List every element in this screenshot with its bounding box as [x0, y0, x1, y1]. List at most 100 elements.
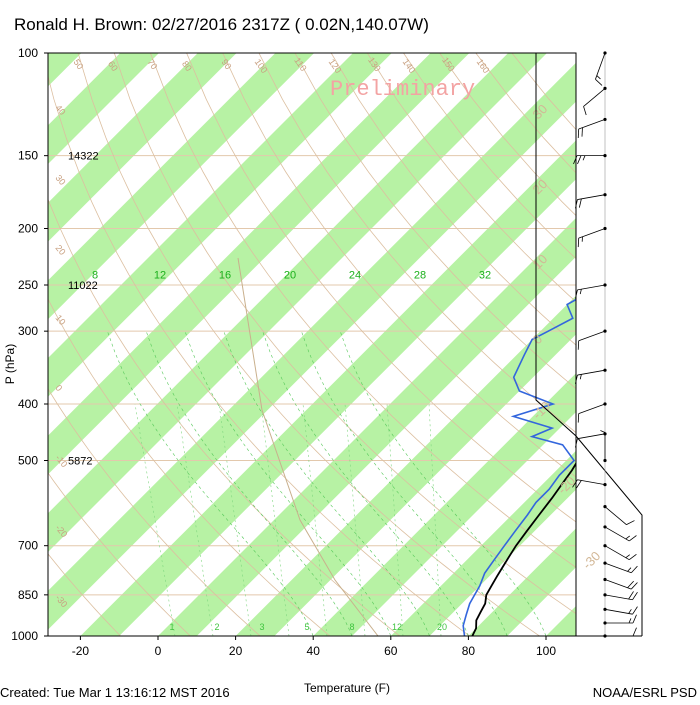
- wind-barb-shaft: [605, 580, 631, 590]
- mixing-ratio-label: 20: [284, 270, 296, 282]
- mixing-ratio-label: 12: [154, 270, 166, 282]
- wind-barb-feather: [626, 521, 634, 525]
- bottom-mixing-label: 5: [304, 622, 309, 632]
- wind-barb-feather: [583, 156, 585, 161]
- wind-barb: [603, 578, 637, 589]
- x-tick-label: 20: [229, 644, 243, 658]
- wind-barb-feather: [626, 536, 630, 539]
- wind-barb-shaft: [584, 88, 605, 106]
- x-tick-label: 60: [384, 644, 398, 658]
- mixing-ratio-label: 32: [479, 270, 491, 282]
- wind-barb-shaft: [579, 119, 605, 129]
- wind-barb-feather: [633, 628, 637, 636]
- y-tick-label: 400: [18, 397, 38, 411]
- mixing-ratio-label: 8: [92, 270, 98, 282]
- y-tick-label: 200: [18, 222, 38, 236]
- isotherm-label: -30: [580, 548, 604, 572]
- wind-barb-feather: [628, 581, 634, 588]
- theta-left-label: 30: [53, 173, 67, 187]
- wind-panel-edge: [576, 436, 642, 636]
- y-tick-label: 150: [18, 149, 38, 163]
- y-tick-label: 700: [18, 539, 38, 553]
- wind-barb-feather: [595, 79, 602, 85]
- y-tick-label: 300: [18, 324, 38, 338]
- height-label: 11022: [68, 280, 98, 292]
- wind-barb: [578, 227, 606, 247]
- x-tick-label: 0: [155, 644, 162, 658]
- wind-barb-feather: [633, 615, 637, 623]
- wind-barb-feather: [577, 156, 581, 164]
- y-tick-label: 850: [18, 588, 38, 602]
- wind-barb-feather: [626, 555, 630, 558]
- wind-barb-shaft: [605, 546, 629, 560]
- mixing-ratio-label: 16: [219, 270, 231, 282]
- x-axis-label: Temperature (F): [304, 681, 390, 695]
- wind-barb: [603, 562, 637, 573]
- x-tick-label: 80: [462, 644, 476, 658]
- theta-left-label: 20: [53, 243, 67, 257]
- bottom-mixing-label: 1: [169, 622, 174, 632]
- wind-barb-feather: [631, 566, 637, 573]
- wind-barb: [603, 505, 634, 525]
- wind-barb: [578, 330, 606, 350]
- mixing-ratio-label: 24: [349, 270, 361, 282]
- wind-barb-feather: [579, 199, 581, 208]
- mixing-ratio-label: 28: [414, 270, 426, 282]
- wind-barb-feather: [597, 76, 601, 79]
- wind-barb-feather: [600, 431, 605, 433]
- wind-barb-shaft: [577, 285, 605, 290]
- wind-barb-shaft: [577, 434, 605, 439]
- wind-barb-feather: [628, 568, 631, 572]
- height-label: 5872: [68, 455, 92, 467]
- created-timestamp: Created: Tue Mar 1 13:16:12 MST 2016: [0, 685, 230, 700]
- y-tick-label: 500: [18, 453, 38, 467]
- height-label: 14322: [68, 151, 99, 163]
- wind-barb-shaft: [605, 563, 631, 573]
- y-tick-label: 250: [18, 278, 38, 292]
- wind-barb: [578, 118, 606, 138]
- x-tick-label: 40: [307, 644, 321, 658]
- y-axis-label: P (hPa): [3, 344, 17, 384]
- isotherm-band: [624, 53, 700, 636]
- wind-barb: [603, 607, 637, 615]
- wind-barb-shaft: [605, 507, 626, 525]
- wind-barb-feather: [580, 289, 581, 294]
- wind-barb: [578, 402, 606, 422]
- wind-barb-shaft: [577, 480, 605, 485]
- wind-barb-shaft: [605, 595, 633, 600]
- wind-barb: [584, 87, 607, 115]
- x-tick-label: -20: [72, 644, 90, 658]
- wind-barb-feather: [629, 536, 636, 541]
- wind-barb: [603, 525, 636, 541]
- wind-barb: [603, 591, 637, 599]
- wind-barb-feather: [629, 609, 632, 613]
- watermark: Preliminary: [330, 77, 475, 102]
- bottom-mixing-label: 20: [437, 622, 447, 632]
- wind-barb-feather: [584, 106, 587, 115]
- wind-barb-feather: [631, 582, 637, 589]
- theta-left-label: 10: [53, 313, 67, 327]
- wind-barb: [603, 544, 636, 560]
- x-tick-label: 100: [536, 644, 556, 658]
- y-tick-label: 1000: [11, 629, 38, 643]
- bottom-mixing-label: 8: [349, 622, 354, 632]
- wind-barb-shaft: [579, 331, 605, 341]
- wind-barb: [573, 154, 606, 164]
- wind-barb-feather: [629, 591, 634, 599]
- wind-barb: [575, 283, 606, 298]
- wind-barb: [575, 432, 606, 447]
- bottom-mixing-label: 12: [392, 622, 402, 632]
- chart-title: Ronald H. Brown: 02/27/2016 2317Z ( 0.02…: [14, 15, 429, 34]
- wind-barb-shaft: [577, 195, 605, 200]
- bottom-mixing-label: 3: [259, 622, 264, 632]
- wind-barb: [575, 193, 606, 208]
- wind-barb-shaft: [579, 229, 605, 239]
- credit-text: NOAA/ESRL PSD: [593, 685, 697, 700]
- wind-barb: [603, 615, 636, 625]
- wind-barb-shaft: [605, 609, 633, 614]
- bottom-mixing-label: 2: [214, 622, 219, 632]
- wind-barb-feather: [580, 374, 581, 379]
- wind-barb: [575, 369, 606, 384]
